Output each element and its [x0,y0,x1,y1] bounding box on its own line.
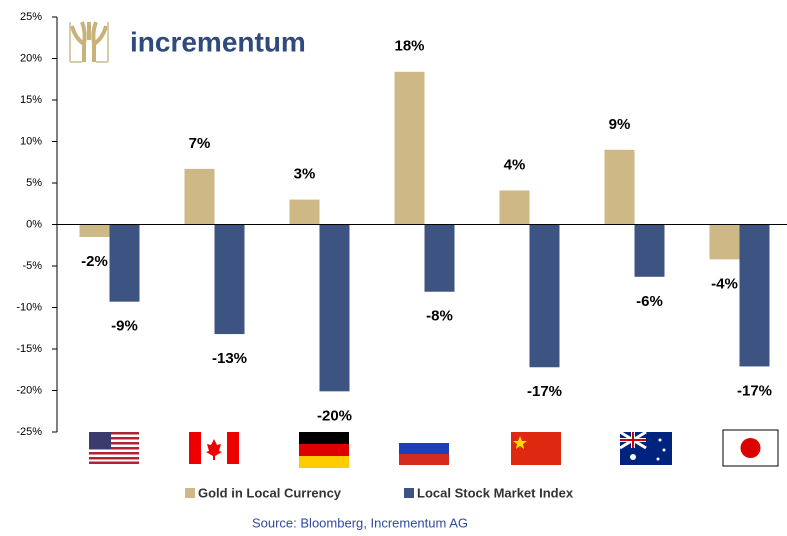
bar [394,71,425,225]
value-label: -20% [317,407,352,424]
y-tick-label: -5% [22,260,42,272]
bar [184,168,215,225]
y-tick-label: -15% [16,343,42,355]
value-label: 7% [189,135,211,152]
y-tick-label: 10% [20,135,42,147]
bar [739,224,770,367]
y-tick-label: 5% [26,177,42,189]
bar [424,224,455,292]
bar [319,224,350,392]
value-label: -6% [636,293,663,310]
y-tick-label: 15% [20,94,42,106]
bar [109,224,140,302]
value-label: -2% [81,253,108,270]
y-tick-label: 20% [20,52,42,64]
value-label: -8% [426,308,453,325]
bar [79,224,110,237]
bar [604,149,635,225]
bar [499,190,530,225]
value-label: -13% [212,350,247,367]
y-tick-label: -25% [16,426,42,438]
flags [89,429,779,468]
value-label: 9% [609,116,631,133]
value-label: 3% [294,166,316,183]
bar [289,199,320,225]
value-label: -17% [737,382,772,399]
logo-icon [69,21,109,63]
legend-swatch [185,488,195,498]
bar [529,224,560,368]
logo-text: incrementum [130,26,306,57]
y-tick-label: -20% [16,384,42,396]
y-tick-label: 0% [26,218,42,230]
legend-label: Local Stock Market Index [417,485,574,500]
bar [634,224,665,277]
value-label: 18% [394,38,424,55]
value-label: -4% [711,275,738,292]
legend-swatch [404,488,414,498]
value-label: 4% [504,156,526,173]
y-tick-label: 25% [20,11,42,23]
y-tick-label: -10% [16,301,42,313]
source: Source: Bloomberg, Incrementum AG [252,515,468,530]
value-label: -17% [527,383,562,400]
value-label: -9% [111,318,138,335]
bar [709,224,740,260]
bar [214,224,245,335]
legend-label: Gold in Local Currency [198,485,342,500]
